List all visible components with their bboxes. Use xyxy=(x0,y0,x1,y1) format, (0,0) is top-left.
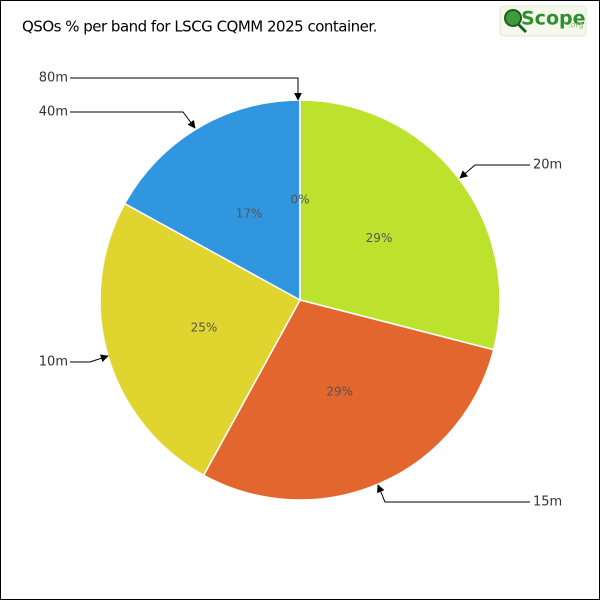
logo-handle xyxy=(516,22,528,34)
slice-category-label: 10m xyxy=(39,355,68,370)
logo: Scope .org xyxy=(499,5,587,37)
leader-line xyxy=(70,77,302,101)
logo-text: Scope xyxy=(521,8,586,30)
leader-line xyxy=(377,484,530,503)
pie-slice xyxy=(202,299,495,501)
slice-value-label: 0% xyxy=(290,193,309,207)
leader-line xyxy=(70,354,109,363)
logo-icon xyxy=(504,9,522,27)
leader-line xyxy=(70,111,196,129)
chart-title: QSOs % per band for LSCG CQMM 2025 conta… xyxy=(22,18,377,36)
slice-category-label: 20m xyxy=(533,158,562,173)
slice-value-label: 17% xyxy=(236,206,263,220)
slice-value-label: 25% xyxy=(191,320,218,334)
logo-suffix: .org xyxy=(568,21,584,30)
pie-slice xyxy=(123,99,301,302)
slice-category-label: 40m xyxy=(39,105,68,120)
slice-category-label: 80m xyxy=(39,71,68,86)
pie-slice xyxy=(299,99,501,351)
slice-value-label: 29% xyxy=(326,384,353,398)
slice-category-label: 15m xyxy=(533,495,562,510)
slice-value-label: 29% xyxy=(366,231,393,245)
leader-line xyxy=(459,164,530,179)
